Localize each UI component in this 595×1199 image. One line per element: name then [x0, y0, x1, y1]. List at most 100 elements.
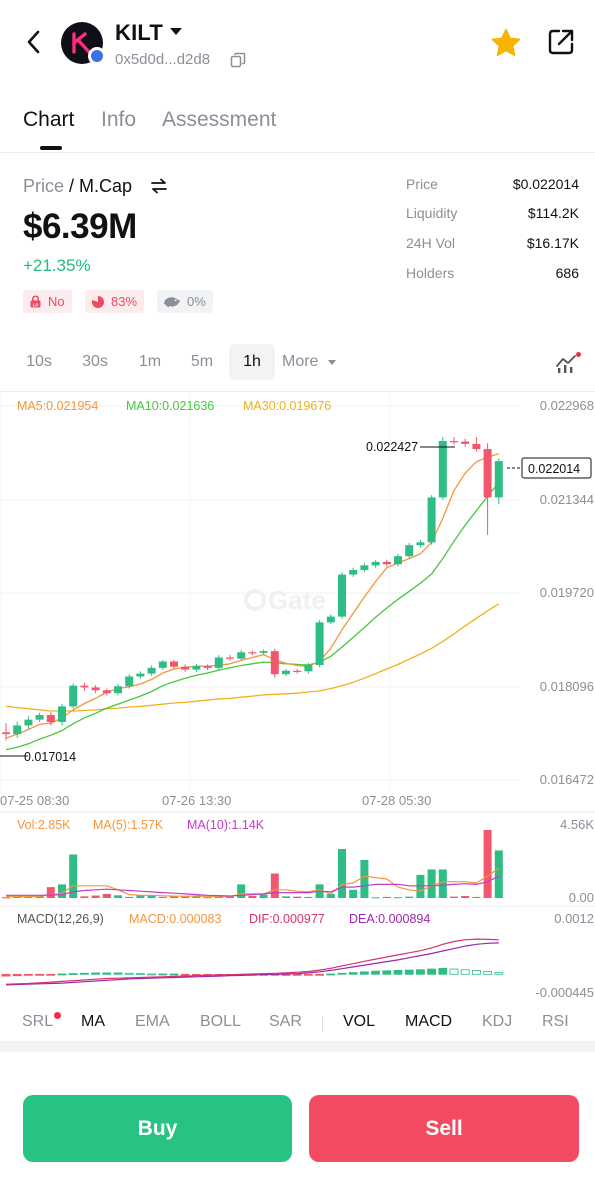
- copy-icon[interactable]: [230, 52, 246, 68]
- indicator-macd[interactable]: MACD: [405, 1013, 453, 1030]
- volume-bar: [282, 896, 290, 898]
- sell-button[interactable]: Sell: [309, 1095, 579, 1162]
- candle: [237, 649, 246, 661]
- volume-ma5-path: [6, 867, 500, 898]
- volume-bar: [349, 889, 358, 898]
- candle: [170, 659, 178, 669]
- stat-holders-value: 686: [555, 265, 579, 281]
- macd-histogram-bar: [180, 973, 190, 976]
- volume-bar: [158, 896, 167, 898]
- candle-body: [349, 569, 358, 575]
- indicator-kdj[interactable]: KDJ: [482, 1013, 513, 1030]
- volume-bar: [46, 887, 55, 898]
- macd-histogram-bar: [483, 971, 493, 975]
- holder-concentration-badge[interactable]: 83%: [85, 290, 145, 313]
- volume-bar: [214, 896, 223, 898]
- volume-bar: [147, 895, 156, 898]
- volume-bar: [326, 893, 335, 898]
- candle-body: [46, 715, 55, 722]
- volume-bar: [405, 896, 414, 898]
- volume-bar: [461, 895, 470, 898]
- candle-body: [147, 667, 156, 674]
- indicator-srl[interactable]: SRL: [22, 1013, 54, 1030]
- candle: [102, 688, 111, 696]
- macd-histogram-bar: [371, 970, 381, 975]
- interval-more[interactable]: More: [282, 353, 319, 370]
- indicator-boll[interactable]: BOLL: [200, 1013, 241, 1030]
- lock-icon: LP: [30, 295, 41, 308]
- candle: [405, 542, 414, 559]
- candle-body: [293, 670, 302, 672]
- tab-chart[interactable]: Chart: [23, 108, 75, 131]
- candle: [450, 436, 458, 445]
- volume-bar: [371, 897, 380, 899]
- interval-1h[interactable]: 1h: [229, 344, 275, 380]
- volume-bar: [13, 896, 22, 898]
- candle: [158, 659, 167, 671]
- star-icon[interactable]: [490, 27, 522, 59]
- back-arrow-icon[interactable]: [22, 28, 46, 56]
- interval-30s[interactable]: 30s: [82, 353, 108, 370]
- stat-volume: 24H Vol $16.17K: [406, 235, 579, 255]
- interval-10s[interactable]: 10s: [26, 353, 52, 370]
- indicator-ma[interactable]: MA: [81, 1013, 105, 1030]
- candle-body: [203, 666, 212, 668]
- share-icon[interactable]: [546, 27, 576, 57]
- macd-histogram-bar: [449, 968, 459, 975]
- tab-info[interactable]: Info: [101, 108, 137, 131]
- stat-volume-label: 24H Vol: [406, 235, 456, 251]
- macd-histogram-bar: [135, 973, 145, 976]
- market-cap-value: $6.39M: [23, 207, 137, 246]
- candle: [125, 674, 134, 689]
- indicator-vol[interactable]: VOL: [343, 1013, 376, 1030]
- interval-1m[interactable]: 1m: [138, 353, 162, 370]
- volume-ma10-line: [6, 875, 500, 897]
- candle-body: [192, 666, 201, 670]
- token-name[interactable]: KILT: [115, 20, 164, 45]
- candle: [80, 682, 89, 691]
- macd-histogram-bar: [169, 973, 179, 976]
- indicator-rsi[interactable]: RSI: [542, 1013, 569, 1030]
- dea-line-path: [5, 942, 499, 986]
- volume-bar: [394, 897, 402, 899]
- ma5-label: MA5:0.021954: [17, 399, 98, 413]
- insider-badge[interactable]: 0%: [157, 290, 213, 313]
- macd-histogram-bar: [57, 973, 67, 976]
- interval-5m[interactable]: 5m: [190, 353, 214, 370]
- indicator-settings-icon[interactable]: [555, 352, 581, 374]
- candle-body: [450, 441, 458, 443]
- candle-body: [114, 686, 122, 694]
- candle: [147, 665, 156, 676]
- macd-histogram-bar: [326, 973, 336, 976]
- macd-histogram-bar: [102, 972, 112, 975]
- candle-body: [136, 673, 145, 677]
- macd-histogram-bar: [35, 973, 44, 976]
- volume-bar: [248, 895, 257, 898]
- indicator-ema[interactable]: EMA: [135, 1013, 170, 1030]
- macd-histogram-bar: [494, 972, 504, 975]
- token-address: 0x5d0d...d2d8: [115, 51, 211, 68]
- dif-line: [5, 938, 499, 985]
- price-chart[interactable]: Gate MA5:0.021954 MA10:0.021636 MA30:0.0…: [0, 392, 595, 1002]
- buy-button[interactable]: Buy: [23, 1095, 292, 1162]
- macd-histogram-bar: [337, 972, 347, 975]
- chevron-down-icon[interactable]: [170, 28, 182, 35]
- last-price-label: 0.022014: [528, 462, 580, 476]
- candle-body: [282, 670, 290, 675]
- indicator-sar[interactable]: SAR: [269, 1013, 302, 1030]
- candle: [416, 540, 425, 548]
- price-mcap-toggle[interactable]: Price / M.Cap: [23, 176, 132, 197]
- y-tick-label: 4.56K: [560, 817, 594, 832]
- macd-histogram-bar: [46, 973, 56, 976]
- lp-lock-badge[interactable]: LP No: [23, 290, 72, 313]
- svg-text:LP: LP: [33, 302, 39, 307]
- ma10-line: [5, 482, 500, 751]
- candle: [472, 436, 481, 452]
- candle-body: [259, 651, 268, 653]
- chevron-down-icon[interactable]: [328, 360, 336, 365]
- volume-bar: [270, 873, 279, 898]
- candle: [315, 620, 324, 668]
- y-tick-label: 0.021344: [540, 492, 594, 507]
- tab-assessment[interactable]: Assessment: [162, 108, 277, 131]
- swap-icon[interactable]: [150, 178, 168, 194]
